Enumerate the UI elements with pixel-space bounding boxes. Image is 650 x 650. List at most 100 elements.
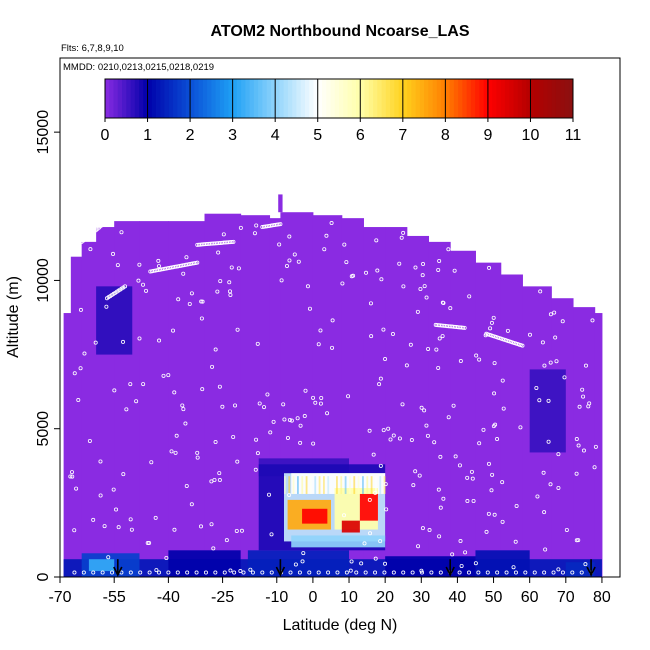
- sample-point: [397, 436, 402, 441]
- sample-point: [81, 570, 86, 575]
- colorbar-segment: [287, 79, 293, 118]
- sample-point: [466, 570, 471, 575]
- heatmap-cell: [353, 476, 356, 494]
- sample-point: [424, 423, 429, 428]
- sample-point: [149, 460, 154, 465]
- colorbar-segment: [419, 79, 425, 118]
- sample-point: [154, 568, 159, 573]
- colorbar-segment: [283, 79, 289, 118]
- heatmap-column: [450, 250, 476, 577]
- colorbar-segment: [139, 79, 144, 118]
- sample-point: [231, 239, 236, 244]
- colorbar-segment: [300, 79, 306, 118]
- sample-point: [400, 402, 405, 407]
- sample-point: [383, 561, 388, 566]
- colorbar-segment: [504, 79, 510, 118]
- sample-point: [307, 306, 312, 311]
- sample-point: [492, 391, 497, 396]
- colorbar-segment: [228, 79, 234, 118]
- sample-point: [437, 336, 442, 341]
- sample-point: [485, 570, 490, 575]
- sample-point: [556, 485, 561, 490]
- sample-point: [255, 451, 260, 456]
- colorbar-segment: [173, 79, 178, 118]
- sample-point: [367, 497, 372, 502]
- sample-point: [420, 526, 425, 531]
- sample-point: [257, 401, 262, 406]
- colorbar-segment: [160, 79, 165, 118]
- heatmap-column: [406, 235, 430, 577]
- sample-point: [554, 359, 559, 364]
- sample-point: [348, 568, 353, 573]
- sample-point: [222, 570, 227, 575]
- sample-point: [574, 437, 579, 442]
- colorbar-tick-label: 5: [313, 127, 322, 144]
- y-tick-label: 15000: [35, 110, 52, 155]
- x-tick-label: 50: [485, 589, 503, 606]
- heatmap-cell: [96, 286, 133, 355]
- arrow-head: [275, 566, 286, 577]
- colorbar-segment: [402, 79, 408, 118]
- x-tick-label: 20: [376, 589, 394, 606]
- colorbar-segment: [245, 79, 251, 118]
- sample-point: [438, 570, 443, 575]
- sample-point: [386, 426, 391, 431]
- colorbar-segment: [270, 79, 276, 118]
- heatmap-cell: [359, 493, 378, 521]
- sample-point: [134, 399, 139, 404]
- sample-point: [438, 505, 443, 510]
- plot-area: MMDD: 0210,0213,0215,0218,0219 0 1 2 3 4 5 6 7 8…: [59, 57, 621, 578]
- sample-point: [368, 531, 373, 536]
- sample-point: [181, 407, 186, 412]
- sample-point: [144, 288, 149, 293]
- colorbar-segment: [105, 79, 110, 118]
- sample-point: [441, 496, 446, 501]
- sample-point: [268, 430, 273, 435]
- x-tick-label: 10: [340, 589, 358, 606]
- sample-point: [457, 570, 462, 575]
- sample-point: [72, 371, 77, 376]
- sample-point: [579, 570, 584, 575]
- sample-point: [102, 524, 107, 529]
- colorbar-segment: [428, 79, 433, 118]
- sample-point: [156, 570, 161, 575]
- colorbar-segment: [151, 79, 157, 118]
- colorbar-segment: [215, 79, 221, 118]
- colorbar-segment: [385, 79, 391, 118]
- sample-point: [465, 499, 470, 504]
- colorbar-segment: [156, 79, 161, 118]
- arrow-markers-layer: [113, 559, 596, 577]
- heatmap-column: [594, 313, 603, 577]
- heatmap-column: [63, 313, 72, 577]
- sample-point: [401, 570, 406, 575]
- sample-point: [453, 454, 458, 459]
- colorbar-segment: [339, 79, 344, 118]
- heatmap-cell: [318, 476, 321, 494]
- sample-point: [220, 404, 225, 409]
- colorbar-segment: [347, 79, 353, 118]
- colorbar-segment: [411, 79, 416, 118]
- sample-point: [111, 251, 116, 256]
- sample-point: [410, 570, 415, 575]
- colorbar-segment: [390, 79, 395, 118]
- heatmap-column: [385, 227, 408, 577]
- sample-point: [156, 264, 161, 269]
- sample-point: [224, 538, 229, 543]
- sample-point: [417, 473, 422, 478]
- heatmap-cell: [475, 550, 530, 577]
- heatmap-column: [269, 218, 281, 578]
- sample-point: [511, 565, 516, 570]
- y-tick-label: 5000: [35, 411, 52, 447]
- colorbar-segment: [266, 79, 272, 118]
- sample-point: [541, 470, 546, 475]
- sample-point: [491, 315, 496, 320]
- colorbar-segment: [351, 79, 357, 118]
- colorbar-segment: [113, 79, 119, 118]
- sample-point: [486, 511, 491, 516]
- colorbar-segment: [241, 79, 246, 118]
- sample-point: [481, 427, 486, 432]
- sample-point: [422, 284, 427, 289]
- sample-point: [228, 292, 233, 297]
- sample-point: [384, 507, 389, 512]
- colorbar-segment: [517, 79, 523, 118]
